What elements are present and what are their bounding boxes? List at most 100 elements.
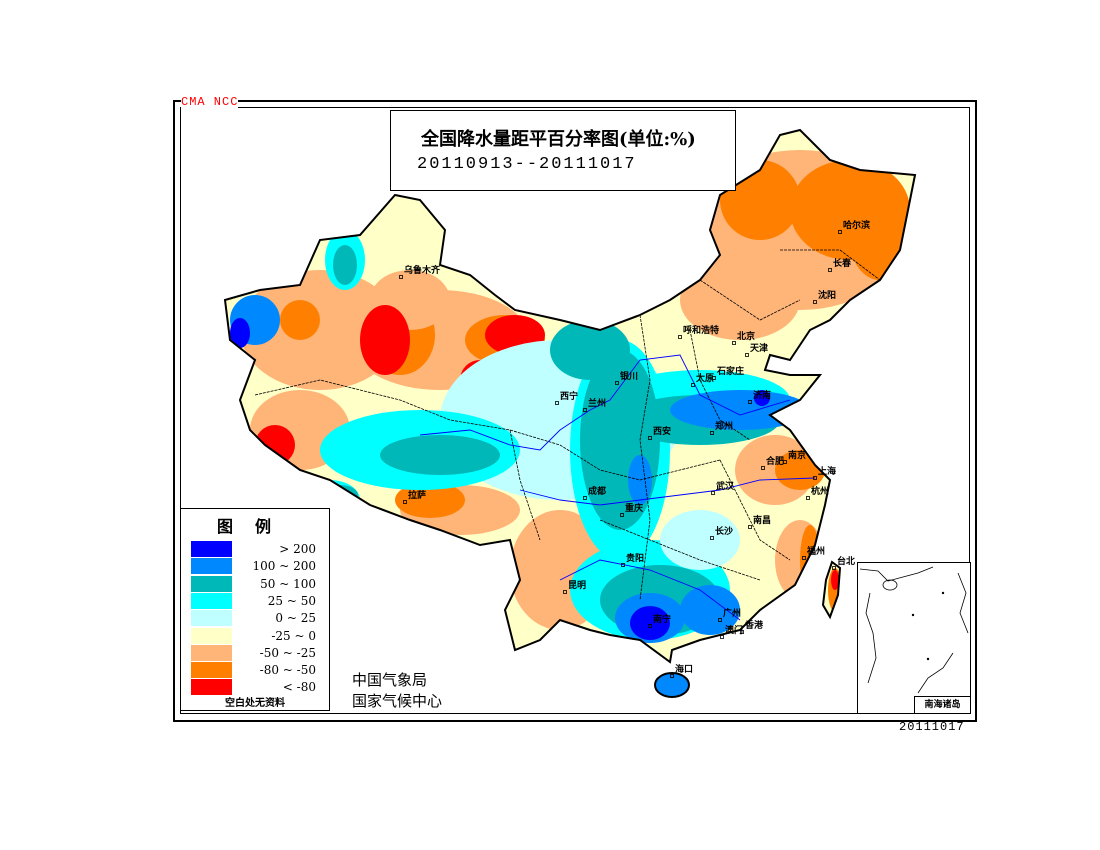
city-marker (563, 590, 567, 594)
province-border (699, 279, 801, 321)
legend-label: > 200 (279, 542, 316, 556)
legend-label: 0 ~ 25 (275, 611, 316, 626)
legend-label: -80 ~ -50 (259, 663, 316, 678)
legend-note: 空白处无资料 (225, 698, 285, 709)
river (419, 354, 791, 451)
inset-label: 南海诸岛 (914, 696, 970, 713)
city-label: 天津 (750, 342, 768, 354)
anomaly-region (680, 585, 740, 635)
city-label: 北京 (737, 330, 755, 342)
city-marker (399, 275, 403, 279)
anomaly-region (280, 300, 320, 340)
city-label: 长沙 (715, 525, 733, 537)
city-label: 上海 (818, 465, 836, 477)
city-label: 拉萨 (408, 489, 426, 501)
city-marker (740, 630, 744, 634)
city-marker (403, 500, 407, 504)
city-marker (710, 536, 714, 540)
watermark: CMA NCC (181, 95, 239, 109)
city-label: 西安 (653, 425, 671, 437)
legend-item: 100 ~ 200 (191, 558, 321, 575)
legend-label: 50 ~ 100 (260, 576, 316, 591)
legend-swatch (191, 558, 232, 575)
city-label: 重庆 (625, 502, 643, 514)
legend-swatch (191, 575, 232, 592)
city-marker (718, 618, 722, 622)
city-marker (783, 460, 787, 464)
legend-item: 50 ~ 100 (191, 575, 321, 592)
anomaly-region (360, 305, 410, 375)
province-border (599, 519, 761, 581)
legend-item: -50 ~ -25 (191, 644, 321, 661)
city-marker (712, 376, 716, 380)
city-marker (748, 525, 752, 529)
city-label: 香港 (744, 619, 764, 631)
river (559, 559, 741, 621)
city-marker (621, 563, 625, 567)
legend-swatch (191, 679, 232, 696)
city-label: 台北 (837, 555, 855, 567)
city-marker (828, 268, 832, 272)
province-border (780, 249, 881, 281)
city-label: 福州 (806, 545, 825, 557)
city-label: 南昌 (753, 514, 771, 526)
anomaly-region (660, 510, 740, 570)
city-marker (648, 436, 652, 440)
city-label: 乌鲁木齐 (404, 264, 441, 276)
legend-swatch (191, 644, 232, 661)
legend-label: -50 ~ -25 (259, 645, 316, 660)
legend-swatch (191, 610, 232, 627)
anomaly-region (550, 320, 630, 380)
city-marker (711, 491, 715, 495)
legend-label: -25 ~ 0 (271, 628, 316, 643)
south-china-sea-inset: 南海诸岛 (857, 562, 971, 714)
legend-label: 100 ~ 200 (252, 559, 317, 574)
city-label: 广州 (723, 607, 741, 619)
anomaly-region (670, 390, 810, 430)
city-marker (555, 401, 559, 405)
agency-block: 中国气象局 国家气候中心 (352, 670, 442, 712)
city-label: 兰州 (588, 397, 606, 409)
city-marker (802, 556, 806, 560)
title-box: 全国降水量距平百分率图(单位:%) 20110913--20111017 (390, 110, 736, 191)
city-label: 澳门 (725, 624, 743, 636)
city-marker (615, 381, 619, 385)
city-label: 沈阳 (818, 289, 836, 301)
legend-swatch (191, 662, 232, 679)
city-label: 贵阳 (626, 552, 644, 564)
city-marker (648, 624, 652, 628)
city-marker (710, 431, 714, 435)
city-marker (813, 476, 817, 480)
province-border (719, 459, 791, 561)
province-border (254, 379, 561, 446)
legend-swatch (191, 627, 232, 644)
anomaly-region (380, 435, 500, 475)
rivers (419, 354, 816, 621)
city-label: 武汉 (716, 480, 735, 492)
anomaly-region (650, 671, 690, 697)
city-label: 南京 (788, 449, 806, 461)
date-range: 20110913--20111017 (417, 155, 637, 174)
city-label: 合肥 (766, 455, 784, 467)
city-marker (691, 383, 695, 387)
city-label: 南宁 (653, 613, 671, 625)
city-label: 成都 (588, 485, 606, 497)
legend-item: 25 ~ 50 (191, 592, 321, 609)
province-border (559, 444, 721, 481)
province-border (639, 314, 651, 601)
city-marker (813, 300, 817, 304)
map-frame (173, 100, 977, 722)
map-title: 全国降水量距平百分率图(单位:%) (421, 129, 696, 150)
city-marker (745, 353, 749, 357)
anomaly-region (831, 570, 839, 590)
country-border (223, 128, 917, 698)
city-label: 西宁 (560, 390, 578, 402)
province-border (509, 429, 541, 541)
city-marker (583, 408, 587, 412)
city-label: 银川 (620, 370, 638, 382)
city-label: 呼和浩特 (683, 324, 719, 336)
legend-item: 0 ~ 25 (191, 610, 321, 627)
agency-ncc: 国家气候中心 (352, 692, 443, 710)
city-label: 长春 (833, 257, 852, 269)
